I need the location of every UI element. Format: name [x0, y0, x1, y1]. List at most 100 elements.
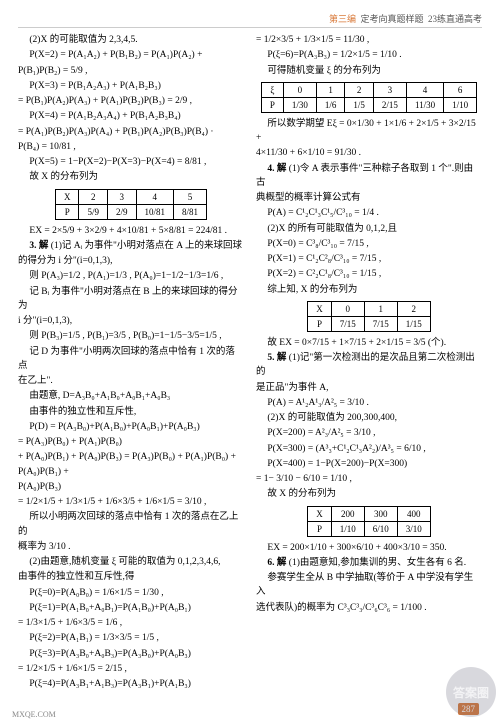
cell: 1 — [316, 82, 345, 97]
text-line: P(B₁)P(B₂) = 5/9 , — [18, 64, 244, 78]
cell: X — [55, 189, 79, 204]
cell: 0 — [331, 301, 364, 316]
text-line: 是正品"为事件 A, — [256, 381, 482, 395]
text-line: 可得随机变量 ξ 的分布列为 — [256, 64, 482, 78]
cell: 5 — [174, 189, 207, 204]
text-line: 概率为 3/10 . — [18, 540, 244, 554]
cell: 6/10 — [364, 521, 397, 536]
text-line: P(ξ=2)=P(A₁B₁) = 1/3×3/5 = 1/5 , — [18, 631, 244, 645]
content-columns: (2)X 的可能取值为 2,3,4,5. P(X=2) = P(A₁A₂) + … — [18, 32, 482, 692]
cell: 400 — [397, 506, 430, 521]
cell: 4 — [406, 82, 443, 97]
hdr-left: 第三编 — [329, 14, 356, 24]
text-line: (2)X 的所有可能取值为 0,1,2,且 — [256, 222, 482, 236]
text-line: (2)X 的可能取值为 200,300,400, — [256, 411, 482, 425]
cell: 1/10 — [444, 97, 477, 112]
text-line: 6. 解 (1)由题意知,参加集训的男、女生各有 6 名. — [256, 556, 482, 570]
cell: 4 — [136, 189, 174, 204]
text-line: 故 X 的分布列为 — [256, 487, 482, 501]
text-line: = 1− 3/10 − 6/10 = 1/10 , — [256, 472, 482, 486]
text-line: EX = 200×1/10 + 300×6/10 + 400×3/10 = 35… — [256, 541, 482, 555]
cell: P — [261, 97, 283, 112]
text-line: = P(A₃)P(B₀) + P(A₁)P(B₀) — [18, 435, 244, 449]
text-line: 由事件的独立性和互斥性, — [18, 405, 244, 419]
cell: 1 — [364, 301, 397, 316]
cell: 2 — [79, 189, 108, 204]
text-line: P(X=300) = (A³₃+C¹₂C¹₃A²₂)/A³₅ = 6/10 , — [256, 442, 482, 456]
text-line: = 1/2×1/5 + 1/3×1/5 + 1/6×3/5 + 1/6×1/5 … — [18, 495, 244, 509]
page-header: 第三编 定考向真题样题 23练直通高考 — [18, 12, 482, 28]
cell: 7/15 — [331, 316, 364, 331]
text-line: 记 D 为事件"小明两次回球的落点中恰有 1 次的落点 — [18, 345, 244, 374]
cell: 3/10 — [397, 521, 430, 536]
text-line: 所以数学期望 Eξ = 0×1/30 + 1×1/6 + 2×1/5 + 3×2… — [256, 117, 482, 146]
text-line: P(X=4) = P(A₁B₂A₃A₄) + P(B₁A₂B₃B₄) — [18, 109, 244, 123]
cell: X — [308, 301, 332, 316]
cell: 2 — [397, 301, 430, 316]
text-line: EX = 2×5/9 + 3×2/9 + 4×10/81 + 5×8/81 = … — [18, 224, 244, 238]
text-line: 参赛学生全从 B 中学抽取(等价于 A 中学没有学生入 — [256, 571, 482, 600]
text-line: P(X=200) = A²₃/A²₅ = 3/10 , — [256, 426, 482, 440]
text-line: P(X=3) = P(B₁A₂A₃) + P(A₁B₂B₃) — [18, 79, 244, 93]
distribution-table-xi: ξ012346 P1/301/61/52/1511/301/10 — [261, 82, 477, 113]
text-line: 在乙上". — [18, 374, 244, 388]
watermark-text: 答案圈 — [453, 684, 489, 701]
text-line: 则 P(A₃)=1/2 , P(A₁)=1/3 , P(A₀)=1−1/2−1/… — [18, 269, 244, 283]
right-column: = 1/2×3/5 + 1/3×1/5 = 11/30 , P(ξ=6)=P(A… — [256, 32, 482, 692]
cell: 1/30 — [283, 97, 316, 112]
text-line: 4. 解 (1)令 A 表示事件"三种粽子各取到 1 个".则由古 — [256, 162, 482, 191]
cell: P — [308, 316, 332, 331]
text-line: = P(B₁)P(A₂)P(A₃) + P(A₁)P(B₂)P(B₃) = 2/… — [18, 94, 244, 108]
text-line: P(ξ=4)=P(A₃B₁+A₁B₃)=P(A₃B₁)+P(A₁B₃) — [18, 677, 244, 691]
cell: 2/15 — [373, 97, 406, 112]
text-line: 记 Bᵢ 为事件"小明对落点在 B 上的来球回球的得分为 — [18, 285, 244, 314]
text-line: 选代表队)的概率为 C³₃C³₃/C³₆C³₆ = 1/100 . — [256, 601, 482, 615]
cell: 10/81 — [136, 204, 174, 219]
cell: 11/30 — [406, 97, 443, 112]
distribution-table-x3: X200300400 P1/106/103/10 — [307, 506, 431, 537]
text-line: P(A) = C¹₂C¹₃C¹₅/C³₁₀ = 1/4 . — [256, 206, 482, 220]
watermark-badge: 答案圈 — [446, 667, 496, 717]
text-line: P(ξ=0)=P(A₀B₀) = 1/6×1/5 = 1/30 , — [18, 586, 244, 600]
cell: ξ — [261, 82, 283, 97]
cell: 1/6 — [316, 97, 345, 112]
cell: 6 — [444, 82, 477, 97]
hdr-right: 23练直通高考 — [428, 14, 482, 24]
text-line: 故 X 的分布列为 — [18, 170, 244, 184]
cell: 5/9 — [79, 204, 108, 219]
cell: 1/15 — [397, 316, 430, 331]
text-line: P(A) = A¹₂A¹₃/A²₅ = 3/10 . — [256, 396, 482, 410]
text-line: 3. 解 3. 解 (1)记 Aᵢ 为事件"小明对落点在 A 上的来球回球(1)… — [18, 239, 244, 253]
cell: 2/9 — [107, 204, 136, 219]
text-line: 5. 解 (1)记"第一次检测出的是次品且第二次检测出的 — [256, 351, 482, 380]
text-line: 则 P(B₃)=1/5 , P(B₁)=3/5 , P(B₀)=1−1/5−3/… — [18, 329, 244, 343]
text-line: 故 EX = 0×7/15 + 1×7/15 + 2×1/15 = 3/5 (个… — [256, 336, 482, 350]
text-line: = 1/2×1/5 + 1/6×1/5 = 2/15 , — [18, 662, 244, 676]
cell: 300 — [364, 506, 397, 521]
text-line: 4×11/30 + 6×1/10 = 91/30 . — [256, 146, 482, 160]
distribution-table-x2: X012 P7/157/151/15 — [307, 301, 431, 332]
cell: P — [55, 204, 79, 219]
cell: 1/10 — [331, 521, 364, 536]
text-line: P(X=2) = C²₂C¹₈/C³₁₀ = 1/15 , — [256, 267, 482, 281]
text-line: + P(A₀)P(B₁) + P(A₀)P(B₃) = P(A₃)P(B₀) +… — [18, 450, 244, 479]
cell: 3 — [107, 189, 136, 204]
cell: 1/5 — [345, 97, 374, 112]
text-line: (2)由题意,随机变量 ξ 可能的取值为 0,1,2,3,4,6, — [18, 555, 244, 569]
text-line: 的得分为 i 分"(i=0,1,3), — [18, 254, 244, 268]
cell: P — [308, 521, 332, 536]
text-line: 由事件的独立性和互斥性,得 — [18, 570, 244, 584]
text-line: P(B₄) = 10/81 , — [18, 140, 244, 154]
text-line: 由题意, D=A₃B₀+A₁B₀+A₀B₁+A₀B₃ — [18, 389, 244, 403]
text-line: = 1/2×3/5 + 1/3×1/5 = 11/30 , — [256, 33, 482, 47]
cell: 2 — [345, 82, 374, 97]
cell: 0 — [283, 82, 316, 97]
text-line: P(X=2) = P(A₁A₂) + P(B₁B₂) = P(A₁)P(A₂) … — [18, 48, 244, 62]
text-line: 综上知, X 的分布列为 — [256, 283, 482, 297]
text-line: P(ξ=3)=P(A₃B₀+A₀B₃)=P(A₃B₀)+P(A₀B₃) — [18, 647, 244, 661]
cell: 200 — [331, 506, 364, 521]
distribution-table-x: X2345 P5/92/910/818/81 — [55, 189, 207, 220]
text-line: P(D) = P(A₃B₀)+P(A₁B₀)+P(A₀B₁)+P(A₀B₃) — [18, 420, 244, 434]
text-line: P(ξ=6)=P(A₃B₃) = 1/2×1/5 = 1/10 . — [256, 48, 482, 62]
text-line: i 分"(i=0,1,3), — [18, 314, 244, 328]
